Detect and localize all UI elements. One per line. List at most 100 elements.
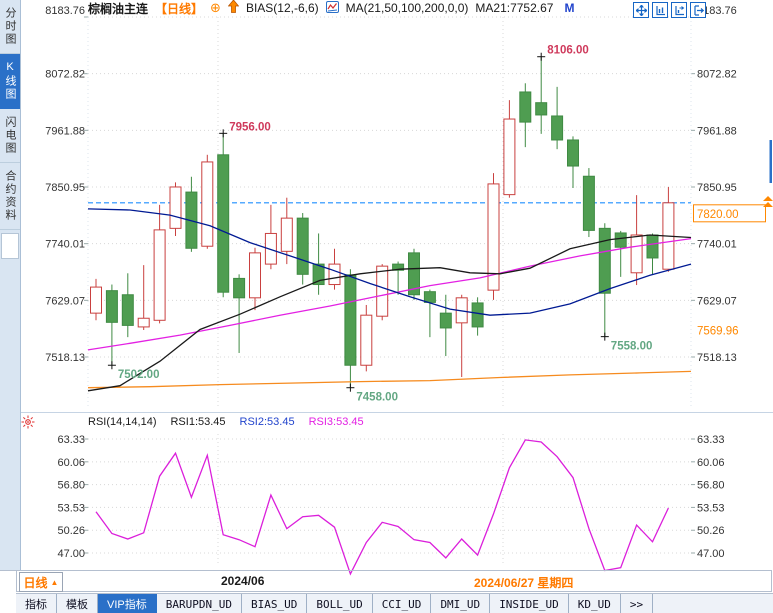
price-axis-label-right: 7629.07 [697, 295, 737, 307]
candle-down[interactable] [392, 263, 405, 271]
candle-up[interactable] [376, 265, 389, 317]
axis-zoom-right-icon[interactable] [671, 2, 687, 18]
extreme-price-label: 7558.00 [611, 341, 653, 353]
ma-orange [87, 370, 692, 389]
axis-zoom-left-icon[interactable] [652, 2, 668, 18]
indicator-tab-7[interactable]: DMI_UD [431, 594, 491, 613]
candle-up[interactable] [360, 314, 373, 366]
candle-down[interactable] [551, 115, 564, 141]
rsi-axis-label-right: 53.53 [697, 502, 725, 514]
m-toggle[interactable]: M [564, 1, 575, 15]
rsi1-value: RSI1:53.45 [170, 416, 226, 428]
indicator-tab-5[interactable]: BOLL_UD [307, 594, 373, 613]
ma-navy [87, 208, 692, 316]
price-axis-label-right: 7961.88 [697, 125, 737, 137]
candle-up[interactable] [249, 252, 261, 299]
candle-up[interactable] [328, 263, 341, 286]
price-axis-label-right: 7518.13 [697, 352, 737, 364]
candle-up[interactable] [503, 118, 516, 196]
time-axis-row: 日线 ▲ 2024/06 2024/06/27 星期四 [16, 570, 772, 592]
rsi2-value: RSI2:53.45 [239, 416, 295, 428]
extreme-price-label: 7458.00 [356, 392, 398, 404]
candle-down[interactable] [582, 175, 595, 231]
rsi3-value: RSI3:53.45 [308, 416, 364, 428]
indicator-tab-10[interactable]: >> [621, 594, 654, 613]
sidebar-item-1[interactable]: K线图 [0, 54, 20, 109]
indicator-tab-0[interactable]: 指标 [16, 594, 57, 613]
sidebar-item-2[interactable]: 闪电图 [0, 109, 20, 163]
rsi-axis-label-left: 47.00 [57, 548, 85, 560]
rsi-params-label: RSI(14,14,14) [88, 416, 157, 428]
current-price-marker-box [693, 204, 766, 223]
candle-up[interactable] [201, 161, 214, 247]
up-arrow-icon[interactable] [227, 0, 240, 16]
chart-header: 棕榈油主连 【日线】 ⊕ BIAS(12,-6,6) MA(21,50,100,… [88, 0, 574, 16]
month-axis-label: 2024/06 [221, 574, 265, 588]
add-indicator-icon[interactable]: ⊕ [210, 0, 221, 15]
candle-down[interactable] [598, 227, 611, 294]
candle-down[interactable] [408, 252, 420, 296]
candle-down[interactable] [423, 291, 436, 303]
rsi-axis-label-right: 60.06 [697, 457, 725, 469]
candle-down[interactable] [296, 217, 309, 275]
price-up-arrows-icon[interactable] [763, 196, 773, 207]
settlement-price-label: 7569.96 [697, 326, 739, 338]
candle-down[interactable] [233, 277, 246, 299]
rsi-line [95, 439, 669, 576]
indicator-tab-3[interactable]: BARUPDN_UD [157, 594, 242, 613]
candle-down[interactable] [121, 294, 134, 326]
right-scrollbar-thumb[interactable] [769, 140, 773, 183]
price-axis-label-left: 8183.76 [45, 5, 85, 17]
candle-down[interactable] [614, 232, 627, 248]
rsi-axis-label-right: 47.00 [697, 548, 725, 560]
candle-down[interactable] [646, 234, 659, 259]
candle-up[interactable] [153, 229, 166, 321]
rsi-settings-icon[interactable] [21, 415, 35, 432]
indicator-tab-2[interactable]: VIP指标 [98, 594, 157, 613]
indicator-tab-1[interactable]: 模板 [57, 594, 98, 613]
rsi-axis-label-left: 56.80 [57, 480, 85, 492]
price-axis-label-left: 7850.95 [45, 182, 85, 194]
price-axis-label-right: 8183.76 [697, 5, 737, 17]
sidebar-item-3[interactable]: 合约资料 [0, 163, 20, 230]
ma-black [87, 234, 692, 392]
candle-down[interactable] [471, 302, 484, 328]
indicator-tab-4[interactable]: BIAS_UD [242, 594, 308, 613]
candle-up[interactable] [630, 234, 643, 274]
candle-down[interactable] [567, 139, 579, 167]
period-selector[interactable]: 日线 ▲ [19, 572, 63, 592]
indicator-tab-8[interactable]: INSIDE_UD [490, 594, 569, 613]
sidebar-item-0[interactable]: 分时图 [0, 0, 20, 54]
candle-down[interactable] [344, 274, 357, 366]
candle-down[interactable] [535, 102, 548, 116]
indicator-tab-6[interactable]: CCI_UD [373, 594, 432, 613]
extreme-price-label: 8106.00 [547, 45, 589, 57]
bias-indicator-label: BIAS(12,-6,6) [245, 1, 319, 15]
sidebar-input-box[interactable] [1, 233, 19, 259]
move-crosshair-icon[interactable] [633, 2, 649, 18]
rsi-axis-label-right: 56.80 [697, 480, 725, 492]
rsi-axis-label-left: 63.33 [57, 434, 85, 446]
extreme-price-label: 7956.00 [229, 121, 271, 133]
candle-down[interactable] [105, 290, 118, 323]
chart-thumbnail-icon[interactable] [325, 0, 339, 16]
candle-down[interactable] [217, 154, 230, 293]
candle-down[interactable] [439, 312, 452, 329]
ma-indicator-label: MA(21,50,100,200,0,0) [345, 1, 469, 15]
candle-up[interactable] [137, 317, 150, 328]
candle-up[interactable] [264, 232, 277, 265]
symbol-name: 棕榈油主连 [88, 1, 149, 16]
candle-down[interactable] [519, 91, 532, 123]
price-axis-label-left: 7629.07 [45, 295, 85, 307]
indicator-tab-9[interactable]: KD_UD [569, 594, 621, 613]
candle-up[interactable] [169, 186, 182, 229]
rsi-axis-label-left: 53.53 [57, 502, 85, 514]
candle-up[interactable] [487, 183, 500, 291]
candle-down[interactable] [312, 263, 325, 286]
candle-up[interactable] [90, 286, 102, 314]
exit-pane-icon[interactable] [690, 2, 706, 18]
ma-magenta [87, 237, 692, 351]
candle-up[interactable] [280, 217, 293, 252]
